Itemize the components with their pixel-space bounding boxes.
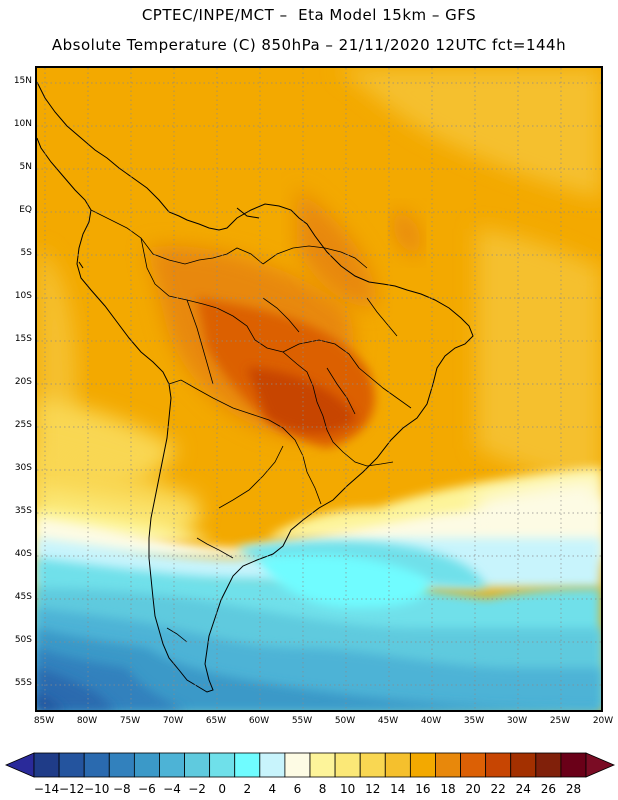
colorbar-swatch [159,752,185,778]
colorbar-swatch [384,752,411,778]
lon-label: 60W [248,716,270,726]
colorbar-swatch [309,752,336,778]
colorbar-swatch [359,752,386,778]
colorbar-swatch [334,752,361,778]
colorbar-label: 16 [415,782,431,796]
lon-label: 80W [76,716,98,726]
colorbar-label: 12 [365,782,381,796]
color-scale-bar [4,752,616,778]
lat-label: 5S [20,248,32,258]
colorbar-swatch [58,752,85,778]
colorbar-swatch [435,752,461,778]
colorbar-label: 14 [390,782,406,796]
colorbar-label: 6 [293,782,302,796]
colorbar-label: 10 [339,782,356,796]
lat-label: 15N [13,76,32,86]
colorbar-label: 18 [440,782,456,796]
lat-label: EQ [19,205,32,215]
colorbar-swatch [284,752,311,778]
country-borders [90,209,412,643]
colorbar-swatch [33,752,60,778]
colorbar-swatch [83,752,110,778]
lon-label: 45W [377,716,399,726]
lon-label: 75W [119,716,141,726]
lon-label: 25W [549,716,571,726]
lon-label: 50W [334,716,356,726]
lon-label: 30W [506,716,528,726]
lat-label: 5N [19,162,32,172]
colorbar-label: −2 [188,782,206,796]
map-title-line1: CPTEC/INPE/MCT – Eta Model 15km – GFS [141,6,477,24]
colorbar-swatch [485,752,512,778]
colorbar-label: 8 [318,782,327,796]
colorbar-label: 2 [243,782,252,796]
lat-label: 50S [14,635,32,645]
lat-label: 55S [14,678,32,688]
colorbar-swatch [209,752,236,778]
lon-label: 70W [162,716,184,726]
lat-label: 15S [14,334,32,344]
temperature-map [35,66,603,712]
colorbar-label: 0 [218,782,226,796]
colorbar-label: 4 [268,782,277,796]
lat-label: 40S [14,549,32,559]
colorbar-label: 24 [515,782,531,796]
lon-label: 40W [420,716,442,726]
colorbar-swatch [234,752,261,778]
lon-label: 20W [592,716,614,726]
colorbar-label: −14 [33,782,60,796]
map-title-line2: Absolute Temperature (C) 850hPa – 21/11/… [51,36,567,54]
lon-label: 55W [291,716,313,726]
coastlines [37,81,474,693]
colorbar-label: 20 [465,782,481,796]
lon-label: 85W [33,716,55,726]
colorbar-label: 26 [540,782,556,796]
colorbar-label: −10 [84,782,110,796]
colorbar-label: 28 [565,782,582,796]
colorbar-swatch [133,752,160,778]
lat-label: 10N [13,119,32,129]
colorbar-label: −8 [112,782,131,796]
colorbar-label: −12 [58,782,85,796]
colorbar-label: −6 [138,782,156,796]
lat-label: 10S [14,291,32,301]
lat-label: 35S [14,506,32,516]
lon-label: 65W [205,716,227,726]
lon-label: 35W [463,716,485,726]
colorbar-swatch [184,752,211,778]
colorbar-swatch [460,752,487,778]
colorbar-swatch [108,752,135,778]
colorbar-swatch [560,752,587,778]
colorbar-high-arrow [585,752,616,778]
colorbar-label: −4 [163,782,181,796]
lat-label: 20S [14,377,32,387]
colorbar-label: 22 [490,782,506,796]
colorbar-swatch [259,752,286,778]
colorbar-swatch [510,752,537,778]
temperature-field [37,68,601,710]
colorbar-swatch [409,752,436,778]
lat-label: 45S [14,592,32,602]
colorbar-low-arrow [4,752,35,778]
lat-label: 25S [14,420,32,430]
lat-label: 30S [14,463,32,473]
colorbar-swatch [535,752,562,778]
